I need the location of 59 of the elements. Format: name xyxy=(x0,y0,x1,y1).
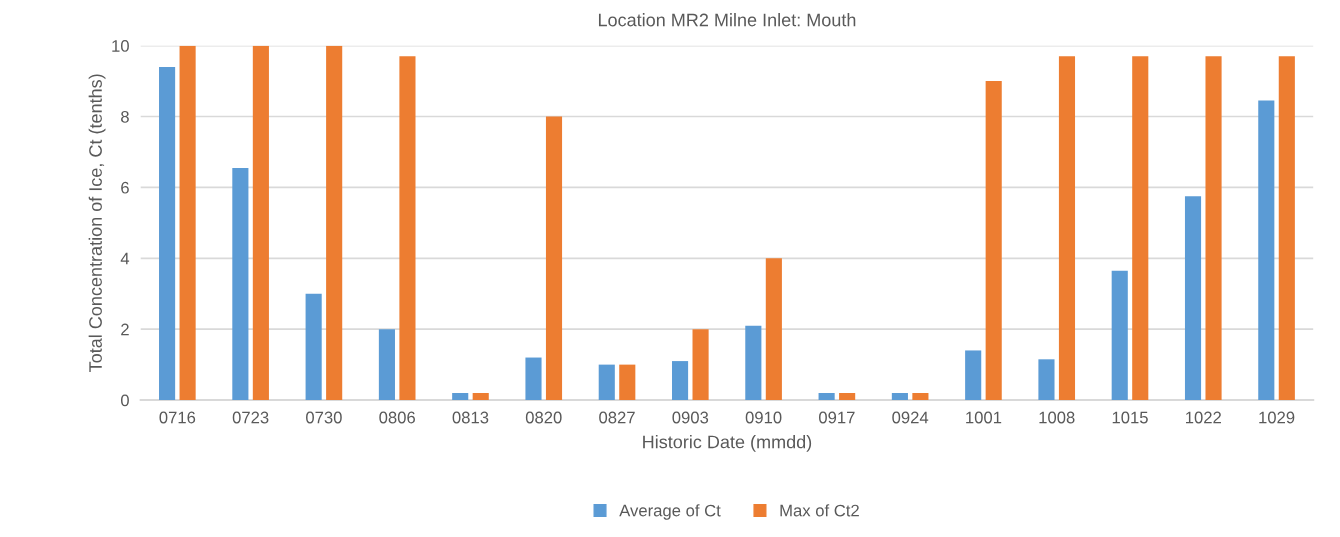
bar xyxy=(1258,100,1275,401)
bar xyxy=(179,45,196,401)
bar xyxy=(1184,196,1202,401)
legend-label: Max of Ct2 xyxy=(780,504,859,517)
x-tick-label: 0723 xyxy=(232,411,269,424)
x-tick-label: 0806 xyxy=(379,411,415,424)
x-tick-label: 0730 xyxy=(306,411,342,424)
chart-title: Location MR2 Milne Inlet: Mouth xyxy=(598,13,856,27)
bar xyxy=(1132,56,1149,401)
bar xyxy=(399,56,416,401)
bar xyxy=(452,392,469,401)
bar xyxy=(545,116,563,401)
x-axis-title: Historic Date (mmdd) xyxy=(643,435,812,452)
legend-label: Average of Ct xyxy=(619,504,721,520)
y-tick-label: 4 xyxy=(120,252,130,265)
bar xyxy=(818,392,835,401)
bar xyxy=(326,45,343,401)
x-tick-label: 1008 xyxy=(1039,411,1075,424)
bar xyxy=(1111,270,1128,401)
bar xyxy=(1205,56,1222,401)
bar xyxy=(985,81,1002,401)
bar xyxy=(671,361,689,401)
y-axis-title: Total Concentration of Ice, Ct (tenths) xyxy=(88,74,106,372)
bar xyxy=(525,357,542,401)
y-tick-label: 10 xyxy=(112,40,129,52)
x-tick-label: 0827 xyxy=(599,411,635,424)
y-tick-label: 2 xyxy=(121,323,129,336)
bar xyxy=(378,329,395,401)
y-tick-label: 8 xyxy=(121,110,129,123)
bar xyxy=(692,329,709,401)
bar xyxy=(891,392,908,401)
bar xyxy=(1038,359,1055,401)
x-tick-label: 1015 xyxy=(1112,411,1148,424)
bar xyxy=(765,258,782,401)
x-tick-label: 0903 xyxy=(672,411,709,424)
bar xyxy=(472,392,489,401)
x-tick-label: 0820 xyxy=(525,411,562,424)
bar xyxy=(619,364,636,401)
x-tick-label: 0924 xyxy=(892,411,929,424)
x-tick-label: 1001 xyxy=(966,411,1002,424)
bar xyxy=(598,364,615,401)
y-tick-label: 0 xyxy=(120,394,129,407)
x-tick-label: 1022 xyxy=(1186,411,1221,424)
bar xyxy=(1058,56,1076,401)
bar xyxy=(159,66,176,401)
bar xyxy=(839,392,856,401)
x-tick-label: 0716 xyxy=(159,411,196,424)
bar xyxy=(965,350,982,401)
x-tick-label: 0917 xyxy=(818,411,855,424)
x-tick-label: 1029 xyxy=(1259,411,1295,424)
x-tick-label: 0910 xyxy=(745,411,782,424)
bar xyxy=(912,392,929,401)
bar xyxy=(252,45,269,401)
bar xyxy=(1278,56,1295,401)
x-tick-label: 0813 xyxy=(452,411,489,424)
bar xyxy=(745,325,762,401)
bar xyxy=(305,293,322,401)
bar xyxy=(232,167,249,401)
y-tick-label: 6 xyxy=(121,181,129,194)
